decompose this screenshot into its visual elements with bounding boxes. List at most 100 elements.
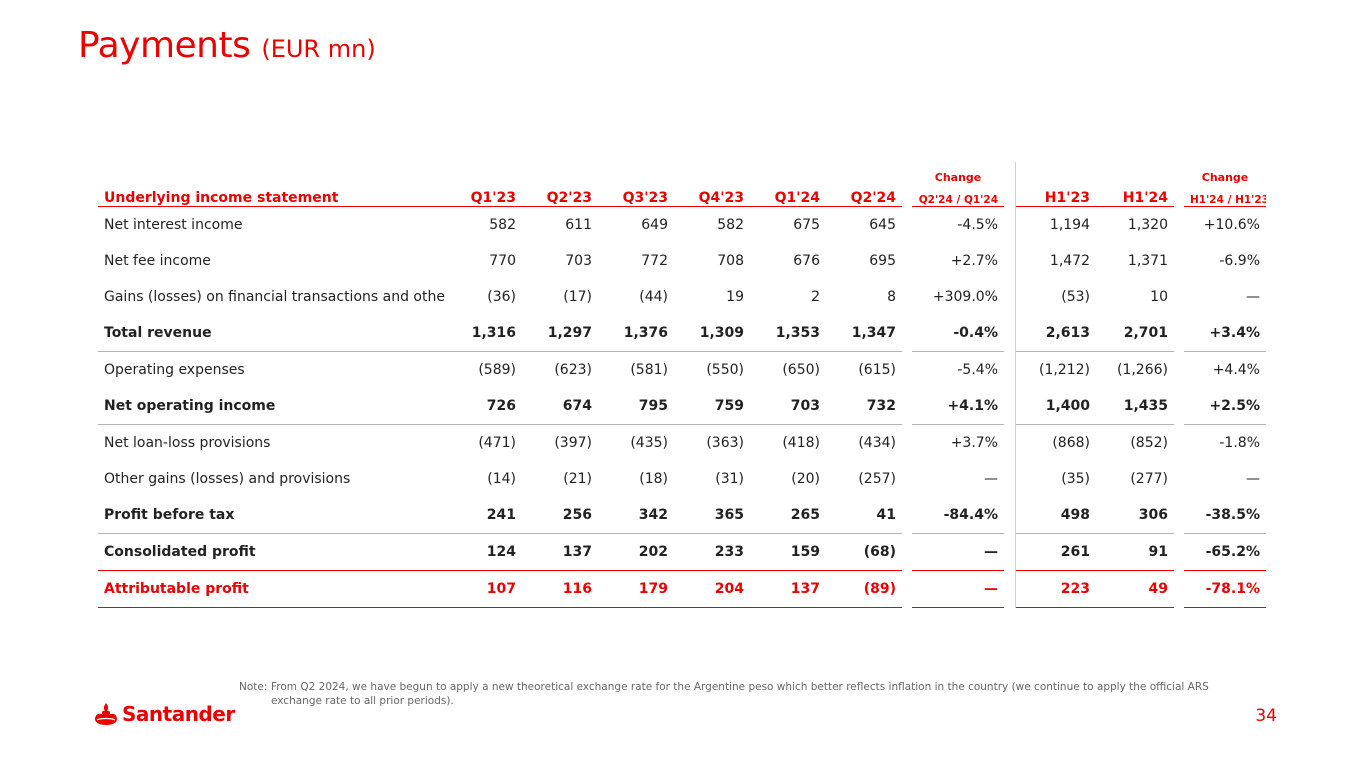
cell-q4-23: 1,309 <box>674 315 750 352</box>
cell-h1-23: 498 <box>1016 497 1096 534</box>
cell-chg-q: +309.0% <box>932 289 998 305</box>
page-title-unit: (EUR mn) <box>261 35 376 63</box>
income-statement-table: Change Change Underlying income statemen… <box>98 162 1266 608</box>
cell-q1-23: 107 <box>446 571 522 608</box>
cell-q4-23: 759 <box>674 388 750 425</box>
table-row: Total revenue 1,316 1,297 1,376 1,309 1,353 1,… <box>98 315 1266 352</box>
cell-q3-23: (435) <box>630 435 668 451</box>
cell-q1-24: (418) <box>782 435 820 451</box>
cell-h1-23: 261 <box>1016 534 1096 571</box>
header-label: Underlying income statement <box>98 184 446 207</box>
cell-h1-23: 1,472 <box>1049 253 1090 269</box>
header-q1-24: Q1'24 <box>750 184 826 207</box>
cell-q2-24: (68) <box>826 534 902 571</box>
cell-h1-23: 1,400 <box>1016 388 1096 425</box>
table-row: Other gains (losses) and provisions (14) (… <box>98 461 1266 497</box>
cell-q2-24: 1,347 <box>826 315 902 352</box>
row-label: Operating expenses <box>104 362 245 378</box>
cell-h1-23: 223 <box>1016 571 1096 608</box>
cell-chg-h: -6.9% <box>1219 253 1260 269</box>
cell-q3-23: 772 <box>641 253 668 269</box>
cell-h1-24: 306 <box>1096 497 1174 534</box>
cell-q2-23: (623) <box>554 362 592 378</box>
cell-chg-h: -78.1% <box>1184 571 1266 608</box>
change-label-quarterly: Change <box>934 171 982 184</box>
cell-q4-23: (550) <box>706 362 744 378</box>
row-label: Gains (losses) on financial transactions… <box>104 289 446 305</box>
cell-q1-24: 137 <box>750 571 826 608</box>
cell-q1-24: 676 <box>793 253 820 269</box>
cell-q1-23: 241 <box>446 497 522 534</box>
cell-chg-h: -1.8% <box>1219 435 1260 451</box>
table-row: Net operating income 726 674 795 759 703 732 +4… <box>98 388 1266 425</box>
cell-q1-23: 124 <box>446 534 522 571</box>
cell-q2-23: (17) <box>563 289 592 305</box>
cell-q2-23: 1,297 <box>522 315 598 352</box>
cell-q1-23: (36) <box>487 289 516 305</box>
row-label: Net operating income <box>98 388 446 425</box>
header-h1-24: H1'24 <box>1096 184 1174 207</box>
cell-chg-q: — <box>984 471 998 487</box>
row-label: Consolidated profit <box>98 534 446 571</box>
row-label: Net interest income <box>104 217 243 233</box>
cell-chg-q: -4.5% <box>957 217 998 233</box>
cell-q3-23: (581) <box>630 362 668 378</box>
cell-h1-24: 1,320 <box>1127 217 1168 233</box>
table-row: Net fee income 770 703 772 708 676 695 +2.7% 1,4… <box>98 243 1266 279</box>
cell-q2-24: 695 <box>869 253 896 269</box>
cell-q1-24: 675 <box>793 217 820 233</box>
cell-q2-23: (21) <box>563 471 592 487</box>
cell-h1-24: 91 <box>1096 534 1174 571</box>
cell-q1-23: 770 <box>489 253 516 269</box>
cell-q2-23: 116 <box>522 571 598 608</box>
cell-chg-q: -84.4% <box>912 497 1004 534</box>
cell-q1-23: 582 <box>489 217 516 233</box>
cell-q1-23: (471) <box>478 435 516 451</box>
cell-chg-h: +4.4% <box>1212 362 1260 378</box>
cell-q2-23: 137 <box>522 534 598 571</box>
cell-h1-23: (35) <box>1061 471 1090 487</box>
page-number: 34 <box>1255 706 1277 726</box>
cell-q3-23: (18) <box>639 471 668 487</box>
cell-q1-23: 1,316 <box>446 315 522 352</box>
cell-q4-23: 233 <box>674 534 750 571</box>
cell-chg-h: -65.2% <box>1184 534 1266 571</box>
cell-chg-q: +3.7% <box>950 435 998 451</box>
header-q1-23: Q1'23 <box>446 184 522 207</box>
cell-q1-24: 1,353 <box>750 315 826 352</box>
cell-q2-24: 732 <box>826 388 902 425</box>
header-change-quarterly: Q2'24 / Q1'24 <box>912 184 1004 207</box>
row-label: Net loan-loss provisions <box>104 435 271 451</box>
cell-h1-24: 10 <box>1150 289 1168 305</box>
cell-chg-q: — <box>912 571 1004 608</box>
header-q2-23: Q2'23 <box>522 184 598 207</box>
cell-q2-24: (615) <box>858 362 896 378</box>
cell-chg-h: — <box>1246 471 1260 487</box>
row-label: Other gains (losses) and provisions <box>104 471 351 487</box>
cell-q2-23: 256 <box>522 497 598 534</box>
cell-q2-24: 645 <box>869 217 896 233</box>
cell-chg-h: — <box>1246 289 1260 305</box>
cell-q2-23: 674 <box>522 388 598 425</box>
cell-chg-q: -0.4% <box>912 315 1004 352</box>
column-header-row: Underlying income statement Q1'23 Q2'23 … <box>98 184 1266 207</box>
cell-h1-23: (868) <box>1052 435 1090 451</box>
cell-h1-23: (53) <box>1061 289 1090 305</box>
row-label: Net fee income <box>104 253 211 269</box>
cell-chg-q: — <box>912 534 1004 571</box>
cell-q2-24: (89) <box>826 571 902 608</box>
cell-q4-23: (31) <box>715 471 744 487</box>
table-row: Consolidated profit 124 137 202 233 159 (68) — 2… <box>98 534 1266 571</box>
cell-q1-24: 2 <box>811 289 820 305</box>
table-row: Gains (losses) on financial transactions… <box>98 279 1266 315</box>
table-row: Attributable profit 107 116 179 204 137 (89) — 2… <box>98 571 1266 608</box>
table-body: Net interest income 582 611 649 582 675 645 -4.… <box>98 207 1266 608</box>
cell-q4-23: 19 <box>726 289 744 305</box>
cell-h1-24: (277) <box>1130 471 1168 487</box>
cell-q3-23: 1,376 <box>598 315 674 352</box>
header-change-half-year: H1'24 / H1'23 <box>1184 184 1266 207</box>
row-label: Total revenue <box>98 315 446 352</box>
cell-q2-24: 8 <box>887 289 896 305</box>
cell-h1-23: (1,212) <box>1038 362 1090 378</box>
cell-q4-23: (363) <box>706 435 744 451</box>
